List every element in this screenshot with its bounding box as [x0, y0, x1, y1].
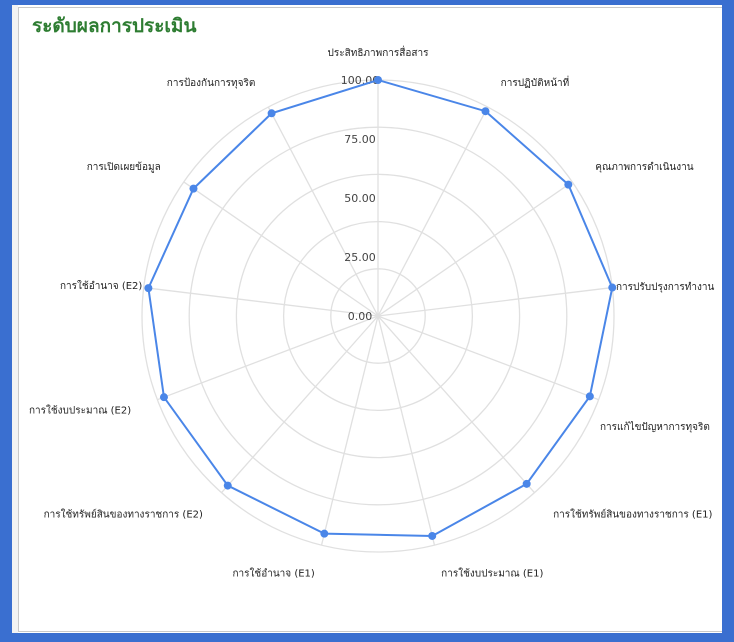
category-label-7: การใช้อำนาจ (E1): [233, 567, 315, 579]
grid-spoke-6: [377, 315, 436, 546]
selection-border-top: [0, 0, 734, 5]
data-point-11: [189, 184, 198, 193]
data-point-5: [522, 479, 531, 488]
grid-spoke-7: [320, 315, 379, 546]
data-point-1: [481, 107, 490, 116]
grid-spoke-10: [143, 286, 379, 317]
category-label-6: การใช้งบประมาณ (E1): [441, 567, 543, 579]
data-point-3: [608, 283, 617, 292]
category-label-2: คุณภาพการดำเนินงาน: [595, 162, 694, 173]
data-point-6: [428, 531, 437, 540]
grid-spoke-12: [267, 106, 379, 317]
data-point-0: [374, 76, 382, 84]
category-label-12: การป้องกันการทุจริต: [167, 77, 256, 89]
grid-spoke-3: [377, 286, 613, 317]
category-label-4: การแก้ไขปัญหาการทุจริต: [600, 421, 710, 433]
grid-spoke-11: [183, 181, 379, 317]
grid-spoke-1: [377, 106, 489, 317]
category-label-5: การใช้ทรัพย์สินของทางราชการ (E1): [553, 509, 712, 521]
category-label-11: การเปิดเผยข้อมูล: [87, 161, 161, 173]
category-label-0: ประสิทธิภาพการสื่อสาร: [328, 45, 430, 59]
grid-spoke-5: [377, 315, 535, 494]
sheet-row-strip: [12, 5, 18, 633]
category-label-1: การปฏิบัติหน้าที่: [501, 75, 570, 89]
data-point-10: [144, 284, 153, 293]
grid-spoke-9: [157, 315, 379, 401]
grid-spoke-8: [221, 315, 379, 494]
selection-border-left: [0, 0, 12, 642]
series-line: [147, 78, 614, 537]
data-point-2: [564, 180, 573, 189]
data-point-9: [159, 393, 168, 402]
radial-tick-label: 50.00: [344, 192, 376, 205]
radial-tick-label: 0.00: [348, 310, 373, 323]
data-point-4: [585, 392, 594, 401]
category-label-10: การใช้อำนาจ (E2): [60, 280, 142, 292]
radial-tick-label: 25.00: [344, 251, 376, 264]
grid-spoke-4: [377, 315, 599, 401]
category-label-3: การปรับปรุงการทำงาน: [616, 282, 714, 293]
data-point-7: [320, 529, 329, 538]
grid-spoke-2: [377, 181, 573, 317]
chart-title: ระดับผลการประเมิน: [32, 15, 197, 37]
data-point-12: [267, 109, 276, 118]
radial-tick-label: 75.00: [344, 133, 376, 146]
radial-tick-label: 100.00: [341, 74, 380, 87]
selection-border-bottom: [0, 633, 734, 642]
selection-border-right: [722, 0, 734, 642]
category-label-9: การใช้งบประมาณ (E2): [29, 405, 131, 417]
category-label-8: การใช้ทรัพย์สินของทางราชการ (E2): [44, 509, 203, 521]
data-point-8: [223, 481, 232, 490]
